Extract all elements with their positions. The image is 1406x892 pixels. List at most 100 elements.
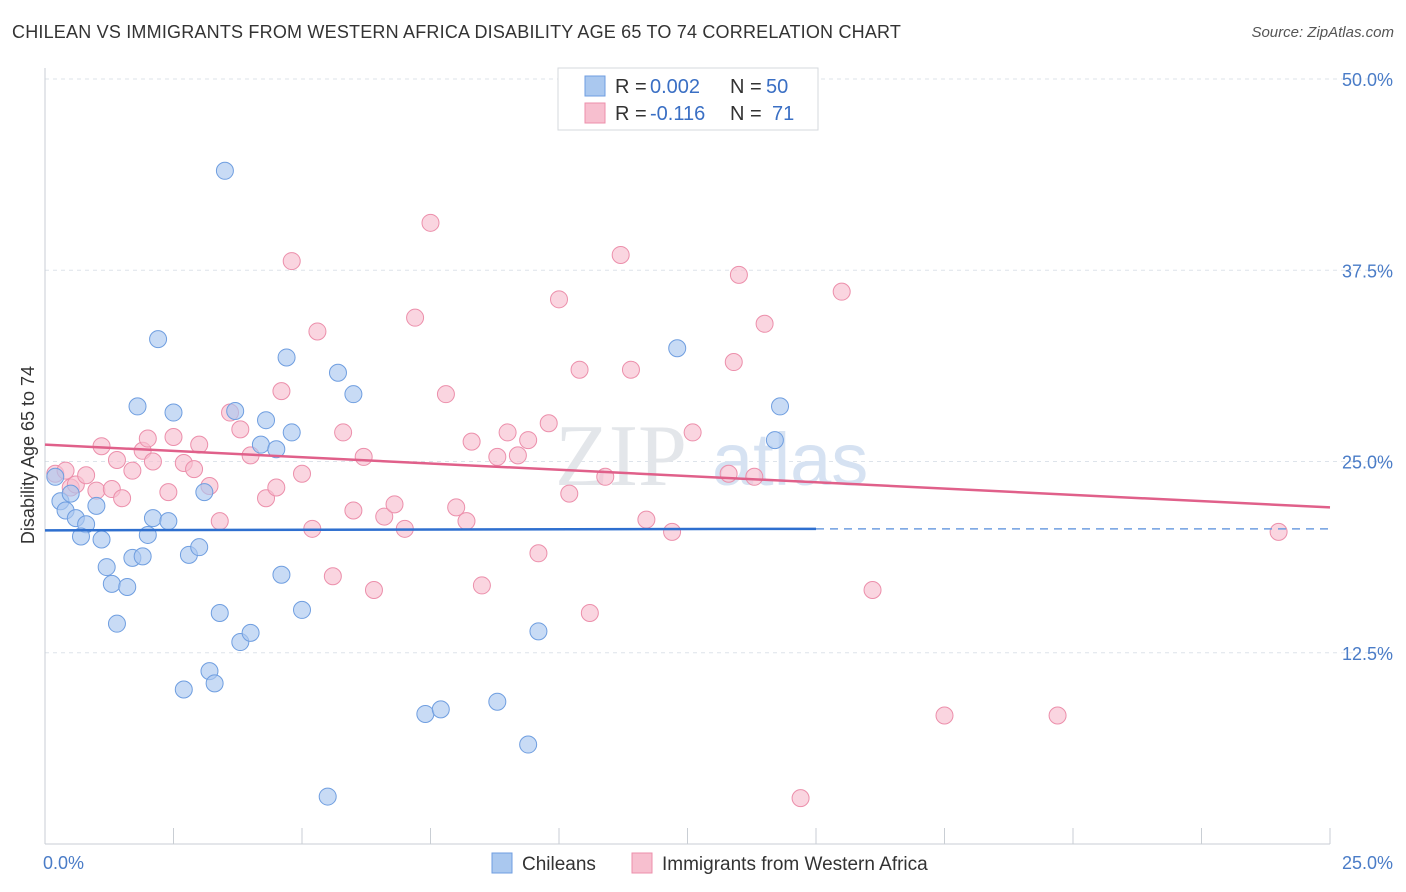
data-point-immigrants [621, 360, 640, 379]
data-point-chileans [87, 496, 106, 515]
data-point-chileans [118, 577, 137, 596]
data-point-immigrants [308, 322, 327, 341]
data-point-immigrants [210, 512, 229, 531]
data-point-immigrants [447, 498, 466, 517]
data-point-immigrants [385, 495, 404, 514]
bottom-legend-label-chileans: Chileans [522, 854, 596, 875]
data-point-immigrants [164, 428, 183, 447]
watermark-zip: ZIP [555, 408, 687, 505]
data-point-immigrants [663, 522, 682, 541]
data-point-immigrants [113, 489, 132, 508]
data-point-immigrants [323, 567, 342, 586]
legend-n-value-1: 50 [766, 76, 788, 98]
data-point-immigrants [334, 423, 353, 442]
data-point-immigrants [611, 245, 630, 264]
legend-r-value-1: 0.002 [650, 76, 700, 98]
legend-r-label-1: R = [615, 76, 647, 98]
y-tick-labels: 12.5% 25.0% 37.5% 50.0% [1342, 70, 1393, 664]
data-point-immigrants [832, 282, 851, 301]
data-point-immigrants [375, 507, 394, 526]
data-point-immigrants [863, 581, 882, 600]
data-point-immigrants [190, 435, 209, 454]
y-tick-label: 25.0% [1342, 453, 1393, 473]
data-point-chileans [159, 512, 178, 531]
data-point-chileans [318, 787, 337, 806]
legend-r-label-2: R = [615, 103, 647, 125]
y-tick-label: 50.0% [1342, 70, 1393, 90]
data-point-immigrants [935, 706, 954, 725]
bottom-legend: Chileans Immigrants from Western Africa [491, 852, 928, 875]
bottom-legend-swatch-chileans [491, 852, 513, 874]
data-point-chileans [215, 161, 234, 180]
data-point-immigrants [107, 450, 126, 469]
data-point-chileans [92, 530, 111, 549]
data-point-chileans [71, 527, 90, 546]
data-point-immigrants [637, 510, 656, 529]
data-point-immigrants [138, 429, 157, 448]
data-point-immigrants [570, 360, 589, 379]
data-point-immigrants [231, 420, 250, 439]
data-point-chileans [190, 538, 209, 557]
data-point-chileans [149, 330, 168, 349]
data-point-chileans [143, 509, 162, 528]
data-point-chileans [102, 574, 121, 593]
data-point-chileans [293, 600, 311, 619]
data-point-immigrants [580, 603, 599, 622]
data-point-chileans [277, 348, 296, 367]
data-point-chileans [164, 403, 183, 422]
legend-r-value-2: -0.116 [650, 103, 705, 125]
y-tick-label: 37.5% [1342, 261, 1393, 281]
data-point-chileans [61, 484, 80, 503]
data-point-immigrants [719, 464, 738, 483]
data-point-immigrants [1048, 706, 1067, 725]
data-point-immigrants [1269, 522, 1288, 541]
data-point-immigrants [462, 432, 481, 451]
data-point-chileans [205, 674, 224, 693]
x-tick-label: 25.0% [1342, 853, 1393, 873]
data-point-immigrants [472, 576, 491, 595]
data-point-chileans [46, 467, 65, 486]
data-point-chileans [174, 680, 193, 699]
data-point-immigrants [529, 544, 548, 563]
legend-swatch-chileans [584, 75, 606, 97]
data-point-chileans [195, 483, 214, 502]
data-point-immigrants [123, 461, 142, 480]
data-point-chileans [267, 440, 286, 459]
data-point-immigrants [406, 308, 425, 327]
series-chileans-points [46, 161, 790, 806]
data-point-chileans [133, 547, 152, 566]
bottom-legend-swatch-immigrants [631, 852, 653, 874]
data-point-immigrants [272, 382, 291, 401]
data-point-immigrants [282, 252, 301, 271]
data-point-chileans [344, 385, 363, 404]
data-point-immigrants [729, 265, 748, 284]
data-point-chileans [416, 704, 435, 723]
data-point-immigrants [159, 483, 178, 502]
data-point-chileans [257, 411, 276, 430]
data-point-immigrants [683, 423, 702, 442]
data-point-chileans [210, 603, 229, 622]
trendline-chileans [44, 527, 817, 532]
data-point-immigrants [488, 447, 507, 466]
grid-lines [45, 78, 1392, 654]
bottom-legend-label-immigrants: Immigrants from Western Africa [662, 854, 928, 875]
data-point-immigrants [87, 481, 106, 500]
data-point-chileans [488, 692, 507, 711]
data-point-chileans [128, 397, 147, 416]
data-point-chileans [765, 431, 784, 450]
data-point-immigrants [755, 314, 774, 333]
data-point-chileans [251, 435, 270, 454]
series-immigrants-points [46, 213, 1288, 808]
data-point-immigrants [457, 512, 476, 531]
top-legend: R = 0.002 N = 50 R = -0.116 N = 71 [557, 67, 819, 131]
data-point-chileans [771, 397, 790, 416]
legend-n-value-2: 71 [772, 103, 794, 125]
data-point-immigrants [539, 414, 558, 433]
data-point-immigrants [791, 789, 810, 808]
data-point-immigrants [519, 431, 538, 450]
data-point-chileans [97, 558, 116, 577]
y-axis-label: Disability Age 65 to 74 [18, 366, 38, 544]
data-point-chileans [272, 565, 291, 584]
data-point-chileans [328, 363, 347, 382]
